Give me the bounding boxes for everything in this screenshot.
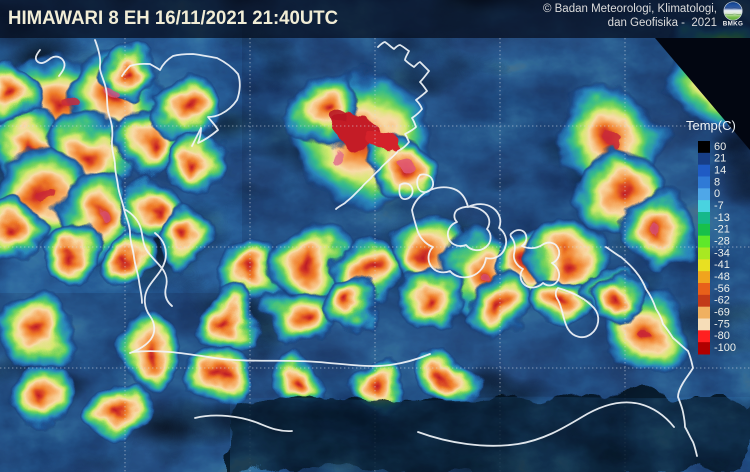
svg-text:-7: -7: [714, 200, 724, 212]
svg-text:-13: -13: [714, 212, 730, 224]
svg-text:-34: -34: [714, 247, 730, 259]
svg-text:21: 21: [714, 153, 726, 165]
svg-text:-69: -69: [714, 307, 730, 319]
svg-text:8: 8: [714, 176, 720, 188]
svg-text:-100: -100: [714, 342, 736, 354]
svg-text:0: 0: [714, 188, 720, 200]
svg-text:-56: -56: [714, 283, 730, 295]
svg-text:14: 14: [714, 165, 726, 177]
svg-text:-62: -62: [714, 295, 730, 307]
svg-text:-21: -21: [714, 224, 730, 236]
svg-text:-48: -48: [714, 271, 730, 283]
svg-text:-41: -41: [714, 259, 730, 271]
svg-text:-80: -80: [714, 330, 730, 342]
svg-text:BMKG: BMKG: [723, 21, 743, 28]
svg-text:-28: -28: [714, 236, 730, 248]
svg-text:-75: -75: [714, 318, 730, 330]
svg-text:60: 60: [714, 141, 726, 153]
